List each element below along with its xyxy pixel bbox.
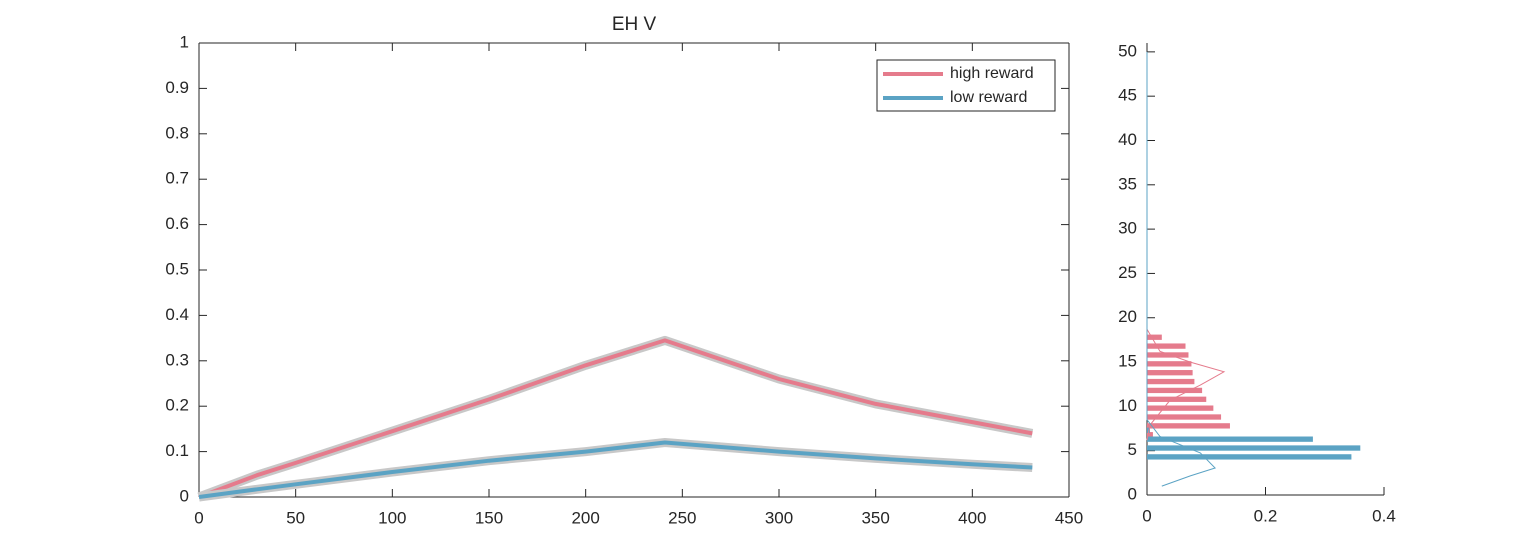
legend-label: high reward <box>950 65 1034 82</box>
y-tick-label: 15 <box>1118 352 1137 371</box>
y-tick-label: 0.2 <box>165 396 189 415</box>
y-tick-label: 0.5 <box>165 259 189 278</box>
x-tick-label: 0 <box>194 508 203 527</box>
histogram-bar <box>1147 334 1162 340</box>
y-tick-label: 0.1 <box>165 441 189 460</box>
y-tick-label: 40 <box>1118 130 1137 149</box>
y-tick-label: 30 <box>1118 219 1137 238</box>
histogram-bar <box>1147 396 1207 402</box>
histogram-bar <box>1147 370 1193 376</box>
histogram-bar <box>1147 414 1222 420</box>
y-tick-label: 45 <box>1118 86 1137 105</box>
y-tick-label: 50 <box>1118 41 1137 60</box>
x-tick-label: 350 <box>861 508 889 527</box>
histogram-bar <box>1147 405 1214 411</box>
histogram-bar <box>1147 378 1195 385</box>
histogram-bar <box>1147 436 1313 442</box>
y-tick-label: 35 <box>1118 174 1137 193</box>
histogram-bar <box>1147 454 1352 460</box>
legend-label: low reward <box>950 89 1027 106</box>
line <box>198 440 1033 499</box>
x-tick-label: 200 <box>571 508 599 527</box>
y-tick-label: 5 <box>1128 440 1137 459</box>
x-tick-label: 400 <box>958 508 986 527</box>
density-line <box>1146 329 1226 441</box>
y-tick-label: 0 <box>1128 484 1137 503</box>
line <box>198 338 1033 499</box>
y-tick-label: 10 <box>1118 396 1137 415</box>
histogram-bar <box>1147 432 1153 438</box>
x-tick-label: 450 <box>1055 508 1083 527</box>
x-tick-label: 0.4 <box>1372 506 1396 525</box>
density-line <box>1146 51 1217 487</box>
histogram-bar <box>1147 352 1189 358</box>
y-tick-label: 20 <box>1118 307 1137 326</box>
x-tick-label: 100 <box>378 508 406 527</box>
histogram-bar <box>1147 361 1192 367</box>
y-tick-label: 0.4 <box>165 305 189 324</box>
y-tick-label: 0.7 <box>165 169 189 188</box>
chart-title: EH V <box>612 14 657 35</box>
x-tick-label: 150 <box>475 508 503 527</box>
x-tick-label: 250 <box>668 508 696 527</box>
y-tick-label: 1 <box>180 32 189 51</box>
x-tick-label: 300 <box>765 508 793 527</box>
histogram-bar <box>1147 343 1186 349</box>
legend-box <box>876 59 1056 112</box>
y-tick-label: 0.3 <box>165 350 189 369</box>
histogram-bar <box>1147 423 1230 429</box>
x-tick-label: 50 <box>286 508 305 527</box>
x-tick-label: 0.2 <box>1254 506 1278 525</box>
histogram-bar <box>1147 387 1203 394</box>
histogram-bar <box>1147 445 1361 451</box>
y-tick-label: 0.9 <box>165 78 189 97</box>
y-tick-label: 0.8 <box>165 123 189 142</box>
y-tick-label: 25 <box>1118 263 1137 282</box>
y-tick-label: 0.6 <box>165 214 189 233</box>
y-tick-label: 0 <box>180 486 189 505</box>
x-tick-label: 0 <box>1142 506 1151 525</box>
